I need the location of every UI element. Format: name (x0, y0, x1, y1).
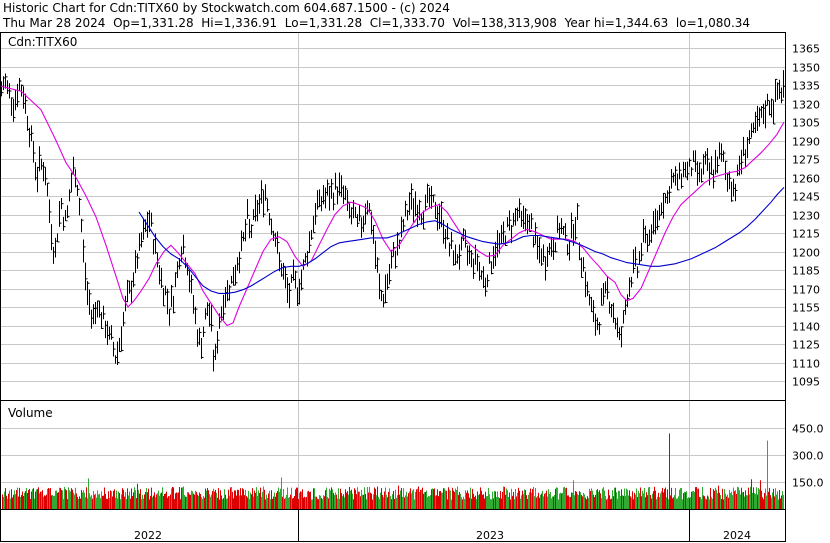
quote-year-low: lo=1,080.34 (675, 16, 751, 30)
price-tick-label: 1260 (792, 173, 820, 186)
volume-tick-label: 150.0 (792, 477, 824, 490)
date-tick-label: 2023 (476, 529, 504, 542)
chart-header-quote: Thu Mar 28 2024 Op=1,331.28 Hi=1,336.91 … (3, 16, 750, 31)
date-tick-label: 2022 (134, 529, 162, 542)
quote-year-high: Year hi=1,344.63 (564, 16, 669, 30)
quote-open: Op=1,331.28 (113, 16, 194, 30)
date-axis-panel (0, 509, 786, 542)
price-tick-label: 1320 (792, 99, 820, 112)
price-tick-label: 1140 (792, 321, 820, 334)
volume-grid (1, 401, 785, 509)
volume-tick-label: 450.0 (792, 423, 824, 436)
price-tick-label: 1155 (792, 302, 820, 315)
volume-tick-label: 300.0 (792, 450, 824, 463)
price-panel (0, 32, 786, 401)
quote-volume: Vol=138,313,908 (452, 16, 557, 30)
price-tick-label: 1095 (792, 376, 820, 389)
chart-header-title: Historic Chart for Cdn:TITX60 by Stockwa… (3, 1, 450, 15)
quote-high: Hi=1,336.91 (201, 16, 278, 30)
price-panel-label: Cdn:TITX60 (8, 35, 77, 49)
quote-close: Cl=1,333.70 (369, 16, 445, 30)
price-tick-label: 1125 (792, 339, 820, 352)
quote-date: Thu Mar 28 2024 (3, 16, 106, 30)
price-tick-label: 1230 (792, 210, 820, 223)
price-tick-label: 1185 (792, 265, 820, 278)
price-bars (1, 70, 786, 372)
price-tick-label: 1245 (792, 191, 820, 204)
price-tick-label: 1350 (792, 62, 820, 75)
price-tick-label: 1365 (792, 43, 820, 56)
price-tick-label: 1275 (792, 154, 820, 167)
volume-panel-label: Volume (8, 406, 53, 420)
quote-low: Lo=1,331.28 (284, 16, 363, 30)
price-tick-label: 1290 (792, 136, 820, 149)
price-tick-label: 1170 (792, 284, 820, 297)
moving-averages (0, 85, 785, 327)
price-tick-label: 1305 (792, 117, 820, 130)
price-tick-label: 1215 (792, 228, 820, 241)
volume-axis: 150.0 300.0 450.0 (792, 423, 824, 490)
price-axis: 1095 1110 1125 1140 1155 1170 1185 1200 1215 1230… (792, 43, 820, 389)
price-tick-label: 1335 (792, 80, 820, 93)
price-tick-label: 1200 (792, 247, 820, 260)
date-tick-label: 2024 (723, 529, 751, 542)
volume-bars (2, 433, 784, 509)
moving-average-short-line (0, 85, 785, 327)
moving-average-long-line (138, 187, 785, 294)
price-tick-label: 1110 (792, 358, 820, 371)
date-axis: 2022 2023 2024 (134, 510, 751, 542)
